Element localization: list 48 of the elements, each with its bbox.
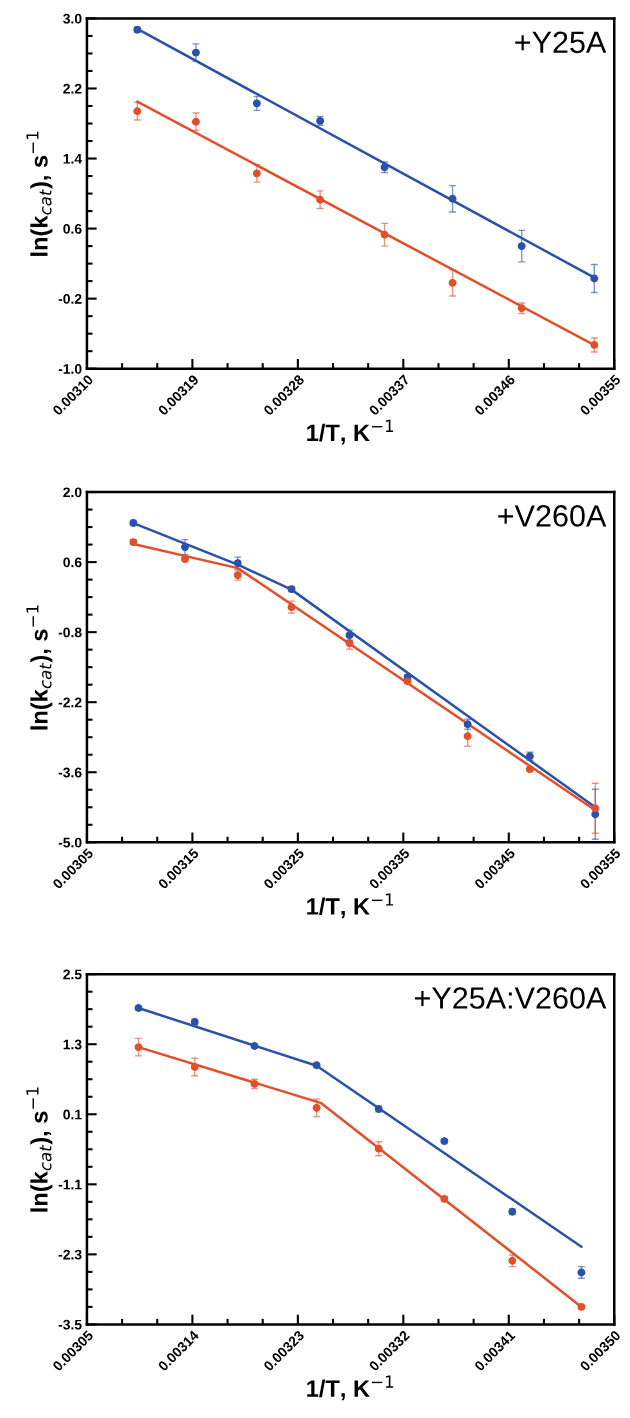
point xyxy=(448,278,457,287)
point xyxy=(134,1043,143,1052)
y-tick-label: -3.5 xyxy=(58,1319,82,1330)
x-axis-title: 1/T, K$^{−1}$ xyxy=(307,1375,394,1401)
y-axis-title: ln(k$_{cat}$), s$^{−1}$ xyxy=(26,1087,53,1212)
point xyxy=(517,242,526,251)
annotation: +V260A xyxy=(498,505,607,527)
y-axis-title: ln(k$_{cat}$), s$^{−1}$ xyxy=(26,131,53,256)
y-tick-label: 2.2 xyxy=(63,83,82,94)
x-axis-title: 1/T, K$^{−1}$ xyxy=(307,419,394,445)
point xyxy=(590,274,599,283)
point xyxy=(191,48,200,57)
y-tick-label: 2.5 xyxy=(63,969,82,980)
y-tick-label: -3.6 xyxy=(58,767,82,778)
point xyxy=(380,230,389,239)
annotation: +Y25A:V260A xyxy=(415,987,607,1009)
y-tick-label: 2.0 xyxy=(63,487,82,498)
point xyxy=(316,195,325,204)
y-tick-label: 0.6 xyxy=(63,557,82,568)
y-tick-label: -1.1 xyxy=(58,1179,82,1190)
y-tick-label: 0.6 xyxy=(63,223,82,234)
x-axis-title: 1/T, K$^{−1}$ xyxy=(307,893,394,919)
y-axis-title: ln(k$_{cat}$), s$^{−1}$ xyxy=(26,605,53,730)
y-tick-label: 3.0 xyxy=(63,13,82,24)
y-tick-label: -0.2 xyxy=(58,293,82,304)
point xyxy=(374,1144,383,1153)
y-tick-label: -2.3 xyxy=(58,1249,82,1260)
point xyxy=(252,99,261,108)
point xyxy=(508,1256,517,1265)
y-tick-label: -0.8 xyxy=(58,627,82,638)
point xyxy=(233,571,242,580)
y-tick-label: -2.2 xyxy=(58,697,82,708)
y-tick-label: -1.0 xyxy=(58,364,82,374)
point xyxy=(463,732,472,741)
point xyxy=(591,804,600,813)
y-tick-label: 1.3 xyxy=(63,1039,82,1050)
y-tick-label: 0.1 xyxy=(63,1109,82,1120)
annotation: +Y25A xyxy=(515,31,607,54)
point xyxy=(181,543,189,552)
point xyxy=(590,341,599,349)
point xyxy=(191,117,200,126)
point xyxy=(133,107,142,116)
point xyxy=(190,1063,199,1071)
point xyxy=(312,1103,321,1112)
point xyxy=(252,169,261,178)
y-tick-label: 1.4 xyxy=(63,154,83,164)
y-tick-label: -5.0 xyxy=(58,837,82,848)
point xyxy=(448,194,457,203)
